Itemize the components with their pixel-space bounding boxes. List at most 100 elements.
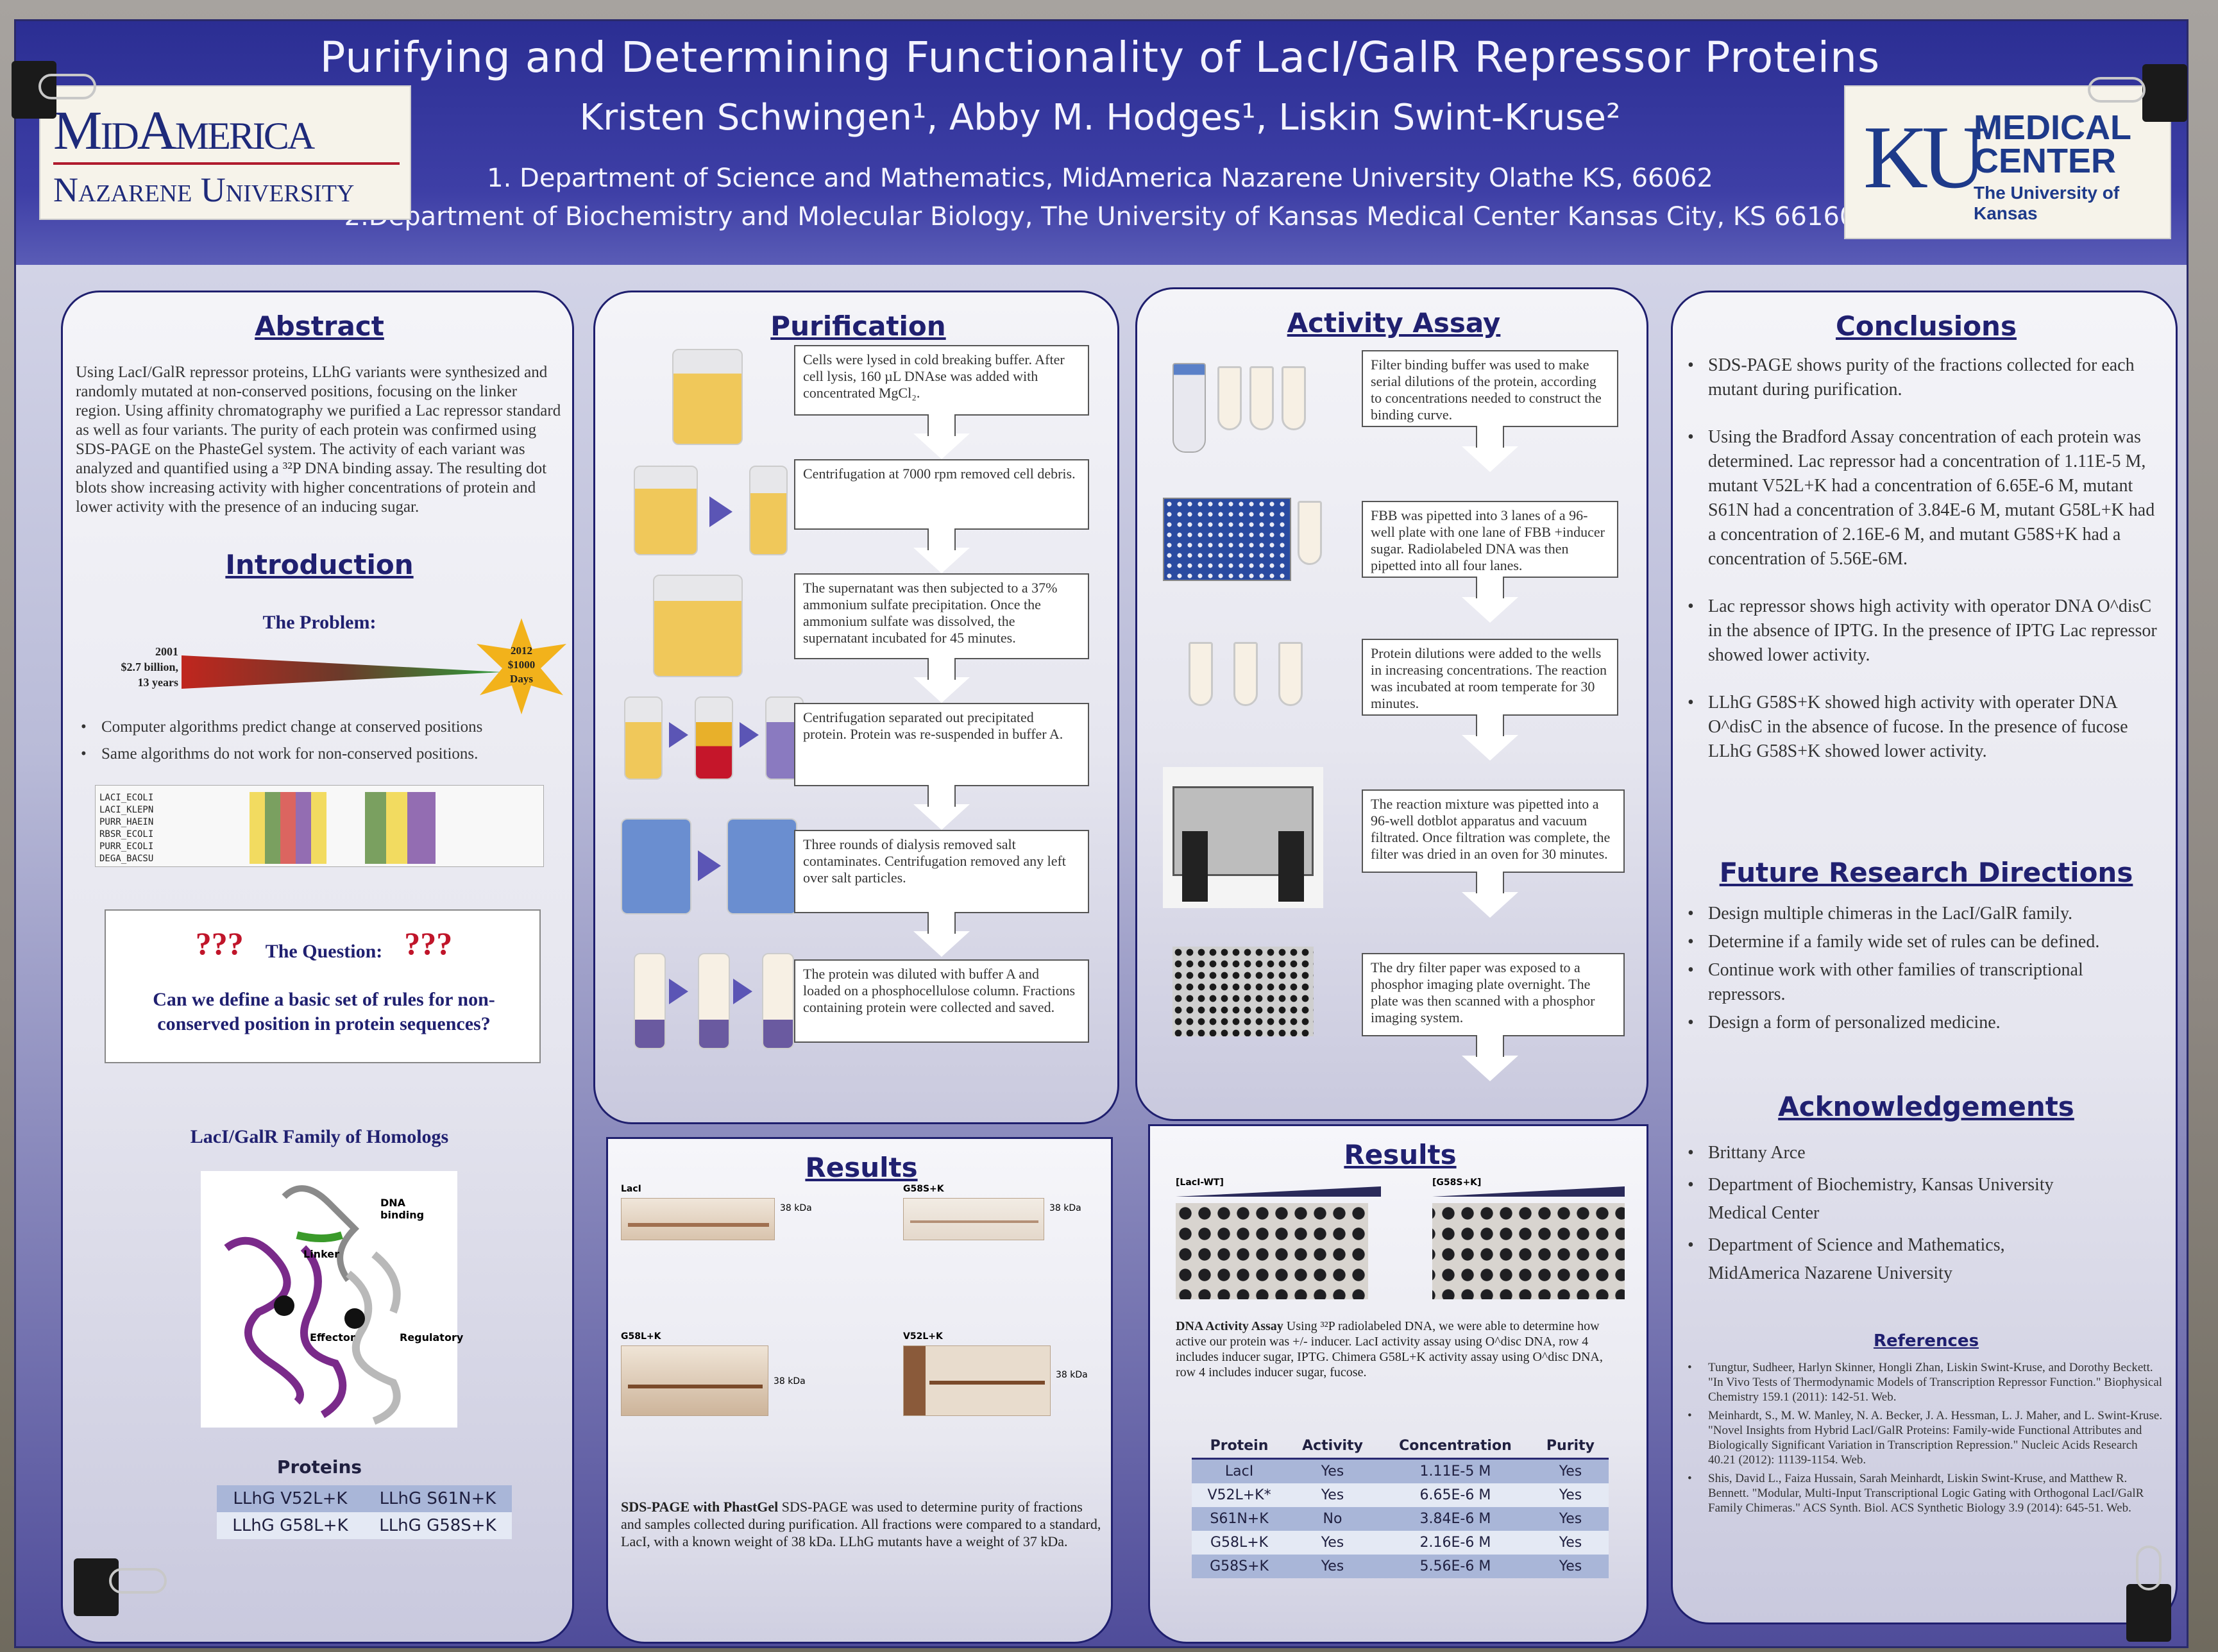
ammonium-sulfate-jar-image [653,575,743,677]
future-item: Determine if a family wide set of rules … [1682,930,2163,954]
protein-cell: LLhG S61N+K [363,1485,512,1512]
conclusion-item: Using the Bradford Assay concentration o… [1682,425,2163,571]
logo-left-line2: Nazarene University [53,171,355,209]
gel-caption-text: SDS-PAGE was used to determine purity of… [621,1499,1101,1549]
alignment-row-name: RBSR_ECOLI [99,829,154,839]
gel-g58l-marker: 38 kDa [774,1376,806,1386]
activity-caption: DNA Activity Assay Using ³²P radiolabele… [1176,1319,1625,1380]
step-down-arrow [1462,892,1518,918]
alignment-row-name: LACI_ECOLI [99,793,154,803]
apparatus-clamp [1182,831,1208,902]
step-down-arrow [913,434,970,459]
results-activity-title: Results [1344,1139,1457,1170]
centrifuge-jar-image [634,466,698,555]
protein-cell: LLhG G58S+K [363,1512,512,1539]
dialysis-beaker-image-2 [727,818,797,914]
logo-divider [53,162,400,165]
protein-row: LLhG G58L+K LLhG G58S+K [217,1512,512,1539]
gel-laci-marker: 38 kDa [780,1203,812,1213]
reference-item: Tungtur, Sudheer, Harlyn Skinner, Hongli… [1682,1360,2163,1404]
question-header: ??? The Question: ??? [106,925,542,963]
purification-step-5: Three rounds of dialysis removed salt co… [794,830,1089,913]
problem-heading: The Problem: [262,612,377,633]
gel-band [628,1385,763,1388]
results-activity-panel: Results [LacI-WT] [G58S+K] DNA Activity … [1148,1124,1648,1644]
table-cell: Yes [1532,1507,1609,1531]
precipitate-tube-image-1 [624,696,663,780]
star-burst [477,618,566,714]
acknowledgement-item: Department of Science and Mathematics, M… [1682,1231,2080,1288]
acknowledgements-title: Acknowledgements [1778,1091,2074,1122]
logo-university: The University of Kansas [1974,183,2120,223]
activity-step-5: The dry filter paper was exposed to a ph… [1362,953,1625,1036]
activity-assay-title: Activity Assay [1287,307,1501,339]
gel-laci-image [621,1198,775,1240]
eppendorf-tube-icon [1249,366,1274,430]
step-arrow-icon [669,722,688,748]
step-arrow-icon [669,979,688,1004]
ku-medical-logo: KU MEDICAL CENTER The University of Kans… [1844,85,2171,239]
binder-clip [2126,1584,2171,1642]
poster-header: Purifying and Determining Functionality … [16,21,2187,265]
gel-laci-label: LacI [621,1184,641,1194]
table-cell: Yes [1287,1555,1378,1578]
eppendorf-tube-icon [1278,642,1303,706]
purification-step-3: The supernatant was then subjected to a … [794,573,1089,659]
blot-laci-label: [LacI-WT] [1176,1177,1224,1188]
table-cell: 5.56E-6 M [1378,1555,1532,1578]
step-arrow-icon [733,979,752,1004]
step-down-arrow [1462,735,1518,761]
column-image-2 [698,953,730,1049]
label-regulatory: Regulatory [400,1331,464,1344]
problem-bullet: Computer algorithms predict change at co… [76,716,563,739]
purification-step-1: Cells were lysed in cold breaking buffer… [794,345,1089,416]
step-arrow-stem [927,912,956,934]
gel-g58s-marker: 38 kDa [1049,1203,1081,1213]
gel-caption-bold: SDS-PAGE with PhastGel [621,1499,779,1515]
activity-caption-bold: DNA Activity Assay [1176,1319,1283,1333]
question-heading: The Question: [265,941,383,963]
protein-cell: LLhG V52L+K [217,1485,364,1512]
blot-laci-image [1176,1203,1368,1299]
table-cell: No [1287,1507,1378,1531]
cell-lysate-jar-image [672,349,743,445]
poster-authors: Kristen Schwingen¹, Abby M. Hodges¹, Lis… [579,97,1621,139]
step-down-arrow [1462,597,1518,623]
alignment-row-name: LACI_KLEPN [99,805,154,815]
step-arrow-icon [740,722,759,748]
gel-v52l-image [903,1345,1051,1416]
problem-left-label: 2001 $2.7 billion, 13 years [82,644,178,690]
conclusions-title: Conclusions [1836,310,2017,342]
star-label: 2012 $1000 Days [483,644,560,686]
column-image-1 [634,953,666,1049]
table-cell: Yes [1532,1458,1609,1483]
protein-structure-image: DNA binding Linker Effector Regulatory [201,1171,463,1428]
table-row: G58S+K Yes 5.56E-6 M Yes [1192,1555,1609,1578]
star-cost: $1000 [507,659,536,671]
activity-step-3: Protein dilutions were added to the well… [1362,639,1618,716]
family-heading: LacI/GalR Family of Homologs [190,1126,449,1147]
blot-g58s-label: [G58S+K] [1432,1177,1482,1188]
label-dna-binding: DNA binding [380,1197,425,1221]
reference-item: Shis, David L., Faiza Hussain, Sarah Mei… [1682,1471,2163,1515]
column-conclusions: Conclusions SDS-PAGE shows purity of the… [1671,291,2178,1624]
step-arrow-stem [1476,872,1504,893]
step-arrow-stem [1476,426,1504,448]
future-title: Future Research Directions [1719,857,2133,888]
binder-clip-wire [109,1568,167,1594]
step-arrow-stem [1476,714,1504,736]
alignment-highlight-a [250,792,326,864]
step-down-arrow [913,931,970,957]
eppendorf-tube-icon [1233,642,1258,706]
table-cell: G58L+K [1192,1531,1287,1555]
step-arrow-stem [927,528,956,550]
table-cell: Yes [1532,1483,1609,1507]
table-row: LacI Yes 1.11E-5 M Yes [1192,1458,1609,1483]
question-text: Can we define a basic set of rules for n… [153,989,495,1034]
conclusion-item: SDS-PAGE shows purity of the fractions c… [1682,353,2163,402]
gel-v52l-label: V52L+K [903,1331,943,1342]
96-well-plate-image [1163,498,1291,581]
table-cell: 3.84E-6 M [1378,1507,1532,1531]
protein-structure-drawing [224,1185,401,1425]
introduction-title: Introduction [225,549,414,580]
